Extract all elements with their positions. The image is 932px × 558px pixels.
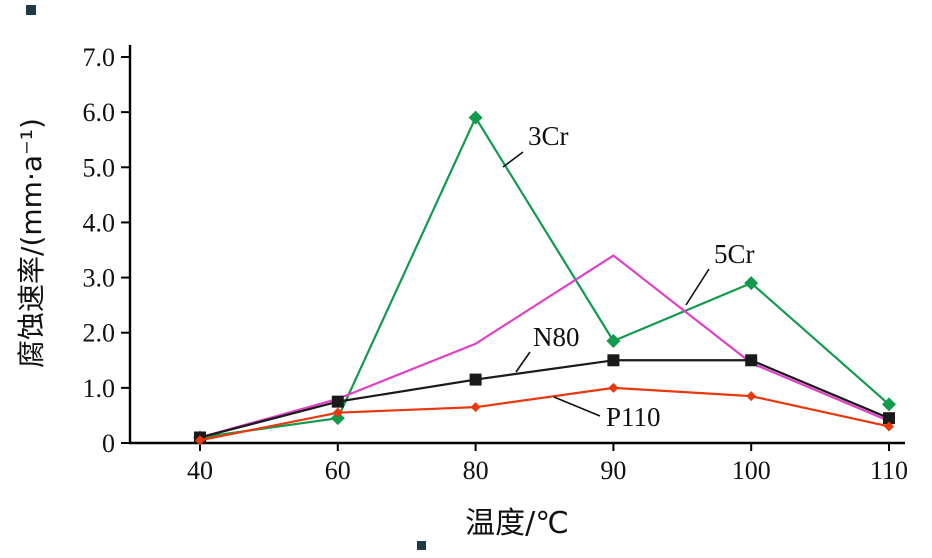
series-p110	[195, 382, 894, 446]
annotation-3cr-connector	[502, 151, 524, 168]
marker-diamond	[608, 382, 619, 393]
stray-mark	[417, 541, 426, 550]
marker-diamond	[884, 421, 894, 432]
marker-square	[607, 354, 620, 367]
series-line	[199, 359, 890, 439]
annotation-p110: P110	[606, 402, 661, 432]
annotation-3cr: 3Cr	[528, 121, 569, 151]
x-tick-label: 60	[325, 456, 351, 485]
marker-diamond	[746, 391, 757, 402]
marker-square	[883, 412, 895, 425]
x-tick-label: 40	[187, 456, 213, 485]
x-tick-label: 100	[732, 456, 771, 485]
marker-square	[331, 395, 344, 408]
y-tick-label: 2.0	[83, 319, 116, 348]
series-line	[199, 116, 890, 439]
marker-diamond	[195, 435, 205, 446]
annotation-p110-connector	[553, 396, 601, 417]
annotation-5cr-connector	[685, 268, 710, 306]
x-tick-label: 90	[600, 456, 626, 485]
x-axis-label: 温度/℃	[465, 506, 569, 541]
y-tick-label: 3.0	[83, 264, 116, 293]
series-5cr	[199, 254, 890, 439]
x-tick-label: 110	[870, 456, 908, 485]
marker-diamond	[882, 397, 896, 412]
marker-square	[745, 354, 758, 367]
marker-diamond	[330, 411, 345, 426]
series-n80	[194, 354, 895, 444]
annotation-n80: N80	[533, 322, 580, 352]
marker-square	[469, 373, 482, 386]
series-3cr	[193, 110, 896, 445]
y-axis-label: 腐蚀速率/(mm·a⁻¹)	[15, 118, 48, 368]
x-tick-label: 80	[463, 456, 489, 485]
marker-diamond	[744, 276, 759, 291]
marker-diamond	[468, 110, 483, 125]
y-tick-label: 4.0	[83, 208, 116, 237]
y-tick-label: 0	[102, 429, 115, 458]
marker-diamond	[470, 402, 481, 413]
marker-diamond	[606, 333, 621, 348]
series-line	[199, 386, 890, 442]
y-tick-label: 6.0	[83, 98, 116, 127]
series-line	[199, 254, 890, 439]
y-tick-label: 7.0	[83, 43, 116, 72]
annotation-5cr: 5Cr	[714, 239, 755, 269]
y-tick-label: 5.0	[83, 153, 116, 182]
y-tick-label: 1.0	[83, 374, 116, 403]
stray-mark	[26, 5, 36, 15]
annotation-n80-connector	[515, 351, 531, 373]
marker-diamond	[332, 407, 343, 418]
